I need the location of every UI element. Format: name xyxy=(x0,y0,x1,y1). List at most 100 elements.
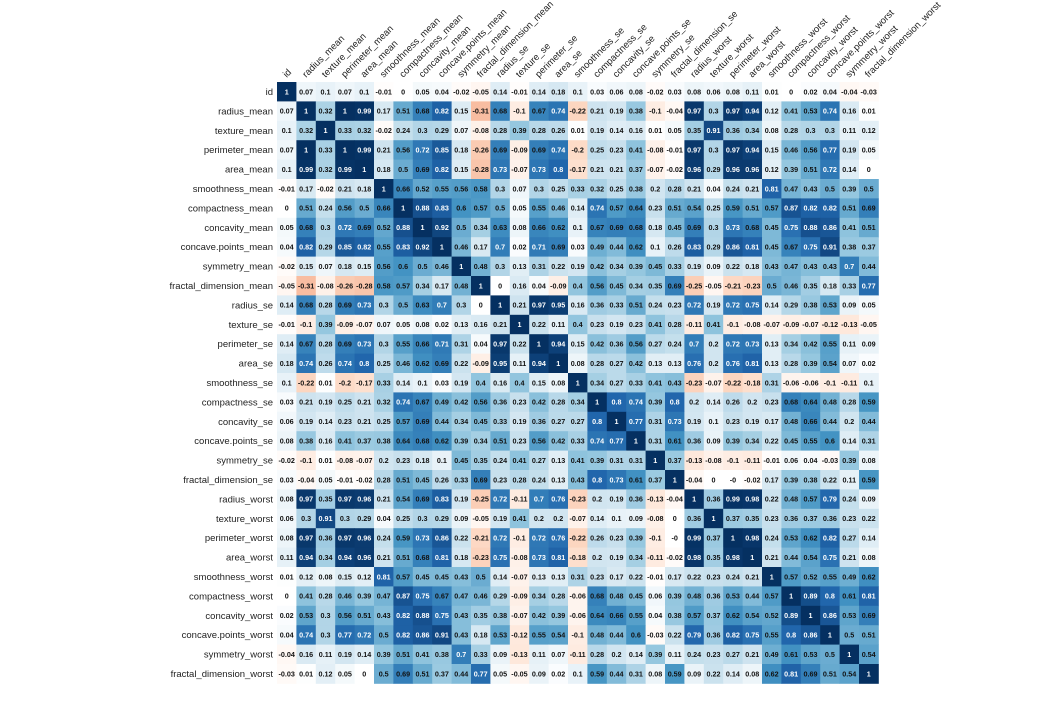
cell-value-label: 0 xyxy=(789,87,793,96)
cell-value-label: 0.79 xyxy=(687,631,701,640)
cell-value-label: 0.14 xyxy=(280,301,294,310)
cell-value-label: 0.64 xyxy=(804,398,818,407)
cell-value-label: -0.05 xyxy=(511,669,527,678)
cell-value-label: 0.23 xyxy=(707,572,721,581)
heatmap-cell xyxy=(587,450,608,471)
heatmap-cell xyxy=(684,179,705,199)
cell-value-label: 0.21 xyxy=(745,184,759,193)
heatmap-cell xyxy=(315,140,336,160)
cell-value-label: 0.1 xyxy=(359,87,369,96)
heatmap-cell xyxy=(839,314,860,335)
heatmap-cell xyxy=(315,470,336,490)
heatmap-cell xyxy=(393,411,414,432)
cell-value-label: 0.79 xyxy=(823,495,837,504)
heatmap-cell xyxy=(432,392,452,413)
cell-value-label: 0.82 xyxy=(299,243,313,252)
cell-value-label: 0.56 xyxy=(454,184,468,193)
cell-value-label: 0.68 xyxy=(299,223,313,232)
cell-value-label: 0.68 xyxy=(299,301,313,310)
cell-value-label: 0.23 xyxy=(668,301,682,310)
cell-value-label: 0.61 xyxy=(842,592,856,601)
cell-value-label: -0.1 xyxy=(300,456,312,465)
heatmap-cell xyxy=(471,411,491,432)
heatmap-cell xyxy=(471,256,491,277)
heatmap-cell xyxy=(800,567,821,587)
cell-value-label: -0.13 xyxy=(841,320,857,329)
heatmap-cell xyxy=(335,198,355,219)
heatmap-cell xyxy=(296,392,317,413)
heatmap-cell xyxy=(509,179,530,199)
cell-value-label: 0.67 xyxy=(784,243,798,252)
heatmap-cell xyxy=(684,295,705,316)
cell-value-label: 0 xyxy=(479,301,483,310)
cell-value-label: 0.97 xyxy=(338,495,352,504)
heatmap-cell xyxy=(529,82,549,102)
heatmap-cell xyxy=(471,179,491,199)
heatmap-cell xyxy=(762,353,782,374)
heatmap-cell xyxy=(393,605,414,626)
heatmap-cell xyxy=(471,392,491,413)
cell-value-label: 0.01 xyxy=(765,87,779,96)
cell-value-label: -0.31 xyxy=(473,107,489,116)
cell-value-label: -0.04 xyxy=(667,495,683,504)
heatmap-cell xyxy=(800,353,821,374)
heatmap-cell xyxy=(509,450,530,471)
cell-value-label: 0.07 xyxy=(319,262,333,271)
heatmap-cell xyxy=(548,159,569,180)
cell-value-label: 0.26 xyxy=(668,243,682,252)
cell-value-label: -0.01 xyxy=(511,87,527,96)
cell-value-label: -0.02 xyxy=(279,456,295,465)
cell-value-label: 0.5 xyxy=(767,281,777,290)
cell-value-label: 0.72 xyxy=(493,534,507,543)
heatmap-cell xyxy=(529,411,549,432)
cell-value-label: 0.42 xyxy=(551,437,565,446)
cell-value-label: 0.08 xyxy=(280,534,294,543)
heatmap-cell xyxy=(626,431,646,451)
cell-value-label: 0.86 xyxy=(435,534,449,543)
cell-value-label: 0.11 xyxy=(843,340,857,349)
cells-layer xyxy=(277,82,879,684)
heatmap-cell xyxy=(742,237,763,257)
cell-value-label: 0.37 xyxy=(726,514,740,523)
heatmap-cell xyxy=(839,392,860,413)
heatmap-cell xyxy=(820,489,840,510)
cell-value-label: 0.18 xyxy=(745,262,759,271)
heatmap-cell xyxy=(684,605,705,626)
heatmap-cell xyxy=(645,314,666,335)
cell-value-label: 0.2 xyxy=(709,359,719,368)
row-label: area_worst xyxy=(226,553,273,564)
cell-value-label: 1 xyxy=(518,320,522,329)
cell-value-label: 0.74 xyxy=(299,631,313,640)
heatmap-cell xyxy=(354,528,375,548)
cell-value-label: 0.55 xyxy=(396,340,410,349)
cell-value-label: 0.74 xyxy=(629,398,643,407)
cell-value-label: 0.6 xyxy=(456,204,466,213)
heatmap-cell xyxy=(335,392,355,413)
heatmap-cell xyxy=(412,198,433,219)
heatmap-cell xyxy=(509,528,530,548)
heatmap-cell xyxy=(568,586,588,607)
cell-value-label: 0.72 xyxy=(532,534,546,543)
heatmap-cell xyxy=(665,198,685,219)
heatmap-cell xyxy=(800,295,821,316)
cell-value-label: 0.28 xyxy=(668,320,682,329)
heatmap-cell xyxy=(800,276,821,296)
cell-value-label: 0.35 xyxy=(474,456,488,465)
heatmap-cell xyxy=(781,508,802,529)
heatmap-cell xyxy=(432,431,452,451)
cell-value-label: -0.02 xyxy=(667,165,683,174)
heatmap-cell xyxy=(800,256,821,277)
cell-value-label: 0.81 xyxy=(765,184,779,193)
cell-value-label: 0.62 xyxy=(862,572,876,581)
heatmap-cell xyxy=(374,82,394,102)
cell-value-label: 0.36 xyxy=(726,126,740,135)
heatmap-cell xyxy=(684,586,705,607)
cell-value-label: 0.46 xyxy=(784,281,798,290)
heatmap-cell xyxy=(529,489,549,510)
heatmap-cell xyxy=(568,101,588,122)
cell-value-label: 0.47 xyxy=(784,184,798,193)
cell-value-label: 0.44 xyxy=(435,417,449,426)
heatmap-cell xyxy=(820,605,840,626)
cell-value-label: 0.69 xyxy=(493,146,507,155)
heatmap-cell xyxy=(606,586,627,607)
